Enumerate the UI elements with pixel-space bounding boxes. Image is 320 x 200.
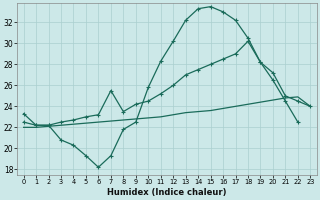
X-axis label: Humidex (Indice chaleur): Humidex (Indice chaleur) [107, 188, 227, 197]
